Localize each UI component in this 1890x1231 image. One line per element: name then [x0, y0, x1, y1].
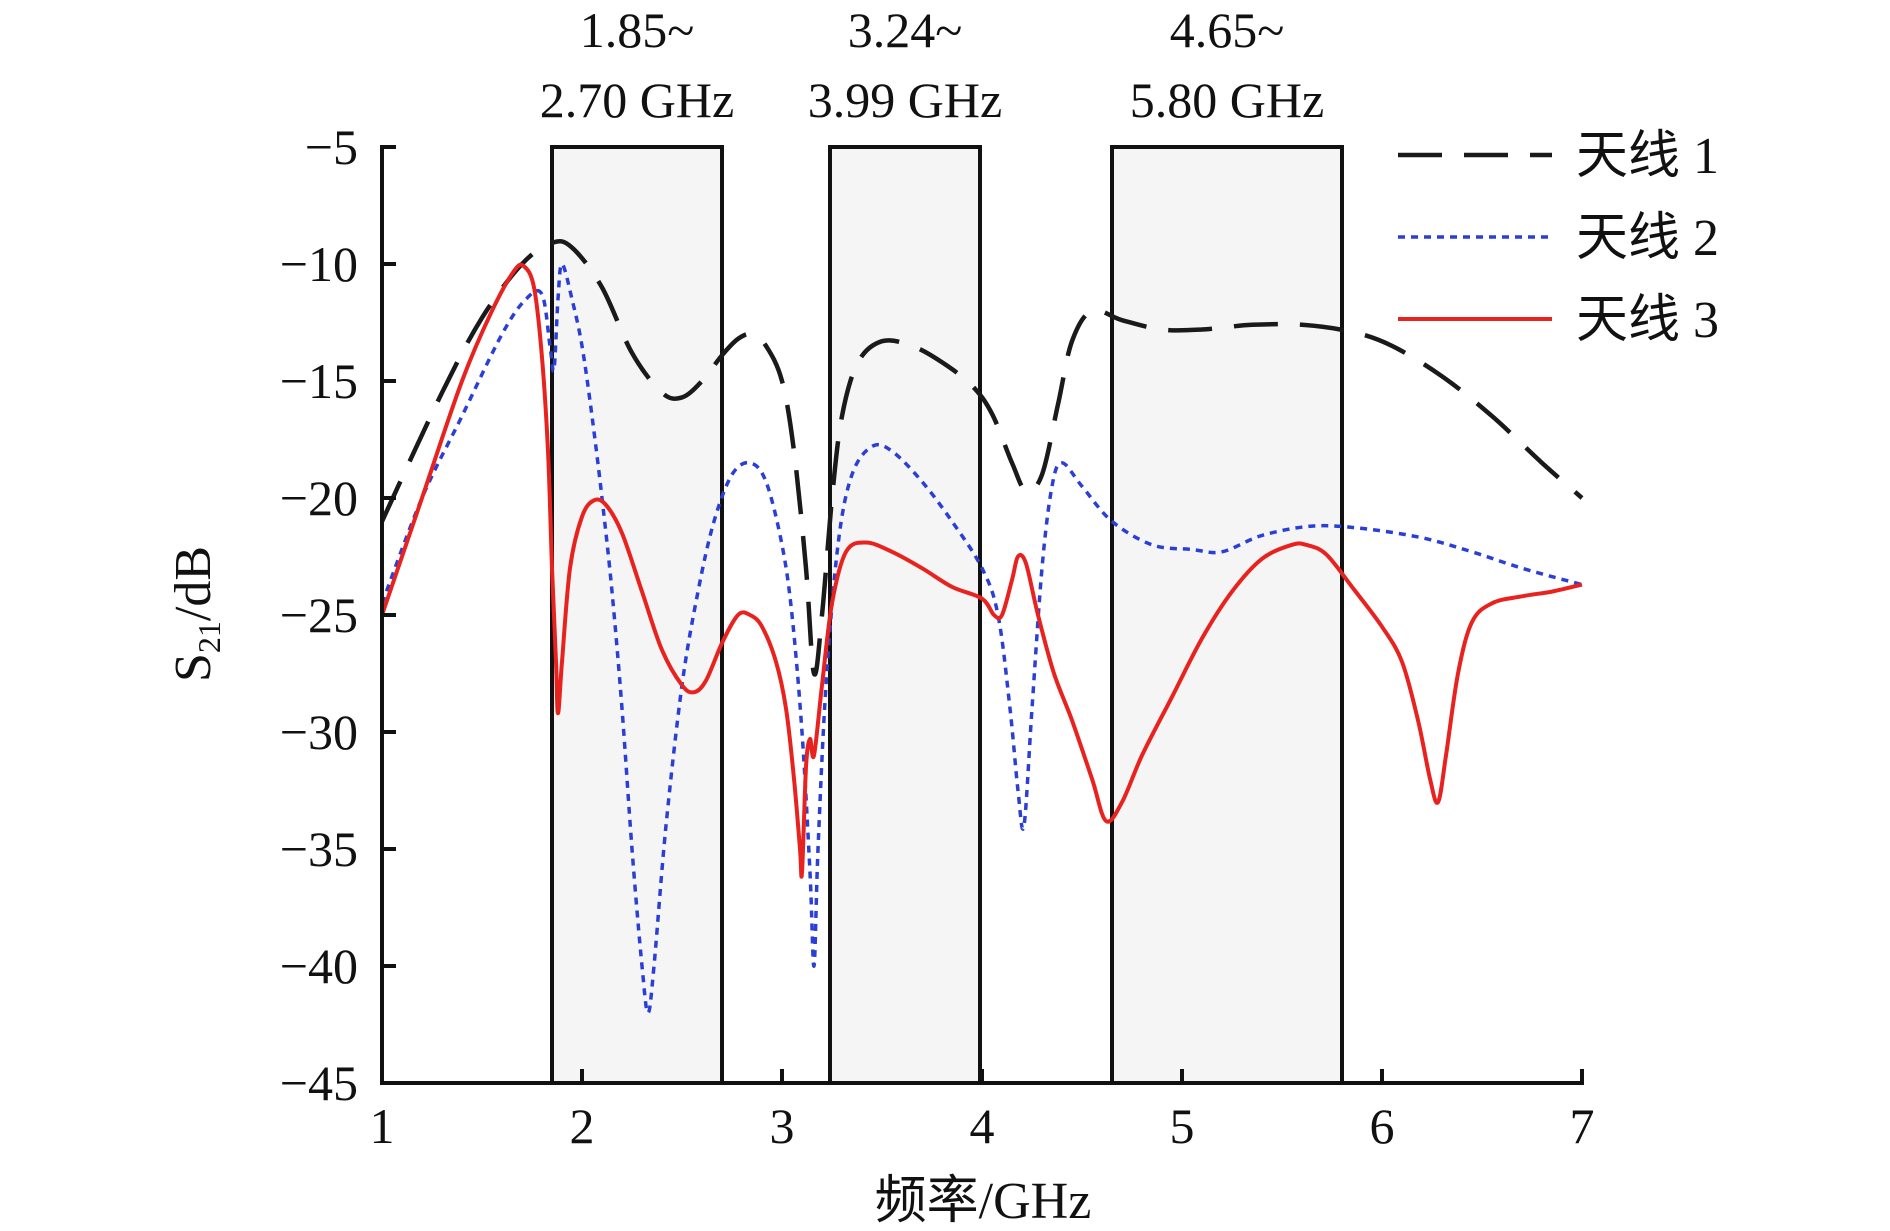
y-tick-label: −20: [280, 470, 358, 526]
y-tick-label: −35: [280, 821, 358, 877]
band-label-1-line2: 2.70 GHz: [540, 72, 734, 128]
x-tick-label: 3: [770, 1098, 795, 1154]
band-label-3-line1: 4.65~: [1170, 2, 1285, 58]
series-line-1: [379, 239, 1584, 677]
legend-label-1: 天线 1: [1576, 128, 1719, 185]
band-label-2-line2: 3.99 GHz: [808, 72, 1002, 128]
axis-titles: 频率/GHz S21/dB: [165, 546, 1091, 1230]
x-tick-label: 4: [970, 1098, 995, 1154]
y-tick-label: −25: [280, 587, 358, 643]
x-tick-label: 2: [570, 1098, 595, 1154]
y-tick-label: −15: [280, 353, 358, 409]
legend: 天线 1 天线 2 天线 3: [1398, 128, 1719, 349]
y-tick-label: −45: [280, 1055, 358, 1111]
y-axis-title-sub: 21: [191, 621, 227, 653]
y-axis-title-rest: /dB: [165, 546, 222, 621]
band-rect-3: [1110, 145, 1344, 1085]
y-tick-label: −30: [280, 704, 358, 760]
x-tick-label: 7: [1570, 1098, 1595, 1154]
series-lines: [379, 239, 1584, 1015]
band-label-3-line2: 5.80 GHz: [1130, 72, 1324, 128]
axis-ticks: 1 2 3 4 5 6 7 −5 −10 −15 −20 −25 −30 −35 −40 −45: [280, 119, 1595, 1154]
series-line-2: [380, 262, 1583, 1015]
y-tick-label: −5: [305, 119, 358, 175]
y-tick-label: −40: [280, 938, 358, 994]
x-tick-label: 1: [370, 1098, 395, 1154]
frequency-bands: 1.85~ 2.70 GHz 3.24~ 3.99 GHz 4.65~ 5.80 GHz: [540, 2, 1344, 1085]
legend-label-3: 天线 3: [1576, 292, 1719, 349]
band-rect-1: [550, 145, 724, 1085]
y-axis-title-main: S: [165, 653, 222, 682]
y-tick-label: −10: [280, 236, 358, 292]
band-rect-2: [828, 145, 982, 1085]
series-line-3: [380, 262, 1583, 879]
legend-label-2: 天线 2: [1576, 210, 1719, 267]
x-tick-label: 6: [1370, 1098, 1395, 1154]
x-tick-label: 5: [1170, 1098, 1195, 1154]
band-label-1-line1: 1.85~: [580, 2, 695, 58]
band-label-2-line1: 3.24~: [848, 2, 963, 58]
y-axis-title: S21/dB: [165, 546, 227, 682]
x-axis-title: 频率/GHz: [875, 1173, 1092, 1230]
